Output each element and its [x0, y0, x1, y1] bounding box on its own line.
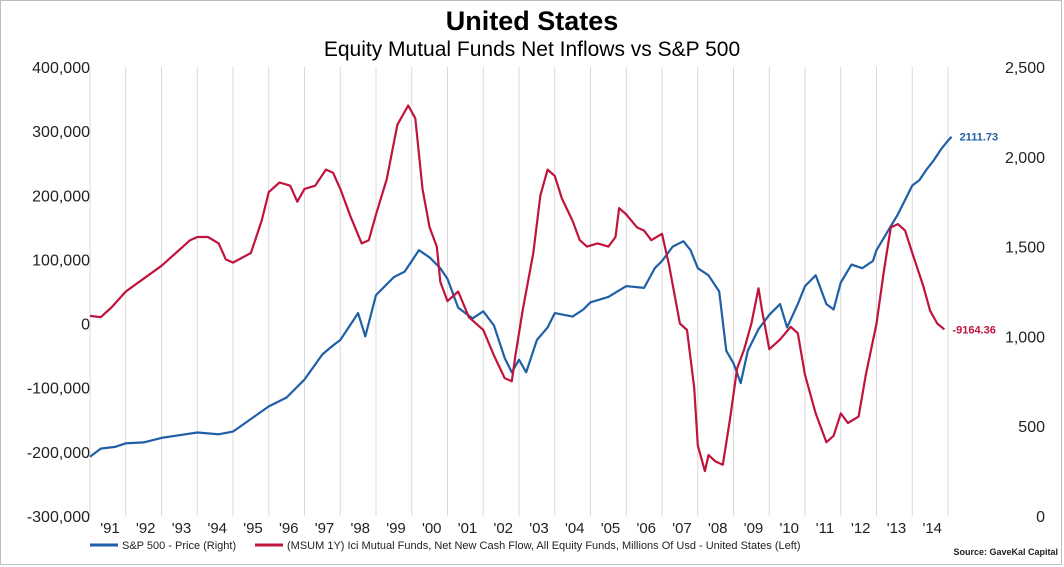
left-tick-label: 400,000 [32, 60, 90, 77]
x-tick-label: '98 [350, 520, 370, 537]
series-group: 2111.73 -9164.36 [89, 104, 999, 473]
x-tick-label: '14 [922, 520, 942, 537]
x-tick-label: '11 [816, 520, 834, 537]
left-tick-label: 100,000 [32, 252, 90, 269]
left-axis-ticks: 400,000 300,000 200,000 100,000 0 -100,000 -20… [27, 60, 90, 526]
legend-label: (MSUM 1Y) Ici Mutual Funds, Net New Cash… [287, 540, 801, 552]
sp500-end-label: 2111.73 [960, 132, 999, 144]
fund-flow-end-label: -9164.36 [952, 324, 995, 336]
chart-subtitle: Equity Mutual Funds Net Inflows vs S&P 5… [323, 38, 741, 61]
x-tick-label: '04 [565, 520, 585, 537]
right-tick-label: 2,000 [1005, 150, 1045, 167]
gridlines [89, 67, 949, 516]
fund-flow-line [89, 104, 946, 473]
legend-label: S&P 500 - Price (Right) [122, 540, 236, 552]
x-tick-label: '08 [708, 520, 728, 537]
right-tick-label: 1,500 [1005, 240, 1045, 257]
x-tick-label: '07 [672, 520, 692, 537]
x-tick-label: '00 [422, 520, 442, 537]
left-tick-label: 300,000 [32, 124, 90, 141]
x-tick-label: '97 [315, 520, 335, 537]
x-tick-label: '92 [136, 520, 156, 537]
x-tick-label: '06 [636, 520, 656, 537]
legend: S&P 500 - Price (Right) (MSUM 1Y) Ici Mut… [90, 540, 801, 552]
left-tick-label: -200,000 [27, 445, 90, 462]
x-tick-label: '91 [100, 520, 120, 537]
x-tick-label: '01 [458, 520, 478, 537]
x-tick-label: '99 [386, 520, 406, 537]
chart-title: United States [445, 6, 619, 36]
right-tick-label: 1,000 [1005, 329, 1045, 346]
x-axis-ticks: '91 '92 '93 '94 '95 '96 '97 '98 '99 '00 '01 '02 '03 '… [100, 520, 942, 537]
sp500-line [89, 135, 953, 458]
right-axis-ticks: 2,500 2,000 1,500 1,000 500 0 [1005, 60, 1045, 526]
x-tick-label: '05 [601, 520, 621, 537]
x-tick-label: '96 [279, 520, 299, 537]
right-tick-label: 2,500 [1005, 60, 1045, 77]
x-tick-label: '10 [779, 520, 799, 537]
x-tick-label: '13 [887, 520, 907, 537]
x-tick-label: '95 [243, 520, 263, 537]
x-tick-label: '94 [207, 520, 227, 537]
left-tick-label: 0 [81, 317, 90, 334]
source-note: Source: GaveKal Capital [953, 547, 1058, 557]
x-tick-label: '02 [493, 520, 513, 537]
left-tick-label: 200,000 [32, 188, 90, 205]
x-tick-label: '12 [851, 520, 871, 537]
left-tick-label: -300,000 [27, 509, 90, 526]
left-tick-label: -100,000 [27, 381, 90, 398]
right-tick-label: 0 [1036, 509, 1045, 526]
x-tick-label: '03 [529, 520, 549, 537]
x-tick-label: '93 [172, 520, 192, 537]
right-tick-label: 500 [1018, 419, 1045, 436]
x-tick-label: '09 [744, 520, 764, 537]
